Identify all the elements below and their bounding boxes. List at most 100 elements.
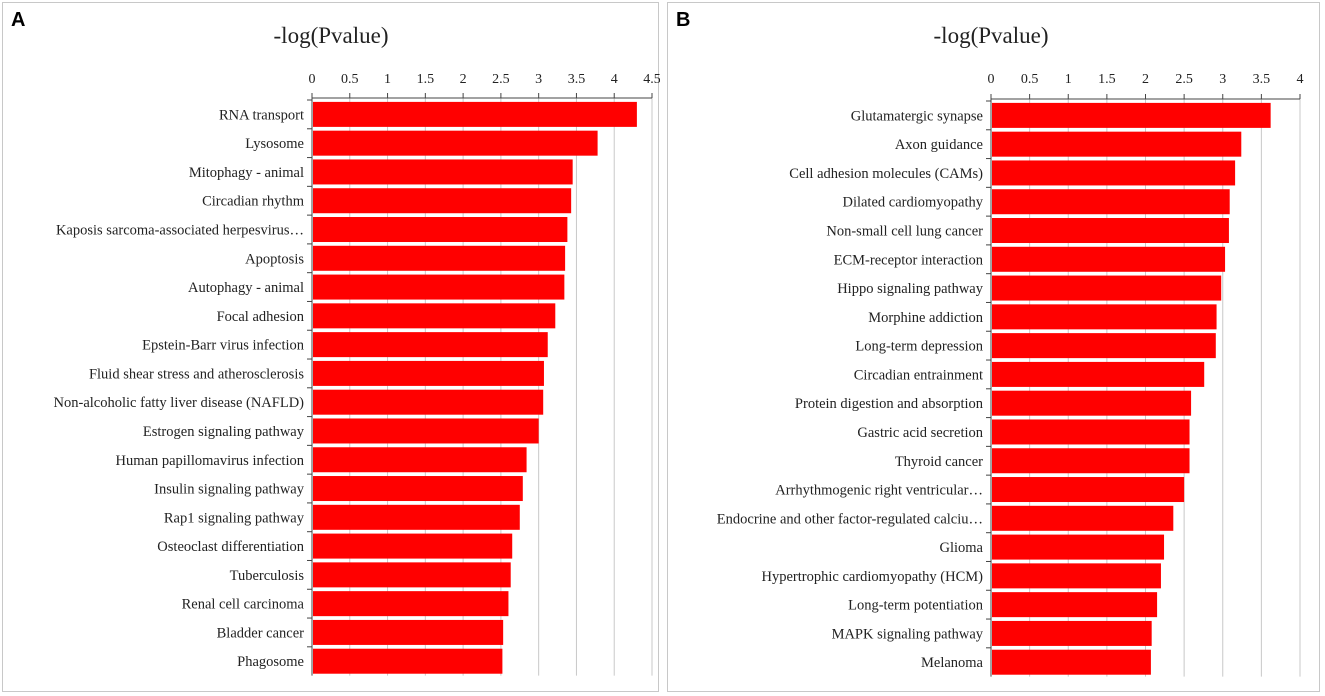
category-label: Insulin signaling pathway [154,482,305,498]
bar [992,275,1222,301]
bar [992,534,1165,560]
category-label: Osteoclast differentiation [157,539,304,555]
x-tick-label: 1.5 [1098,72,1116,87]
bar [992,448,1190,474]
category-label: Circadian rhythm [202,194,305,210]
x-tick-label: 2.5 [492,72,510,87]
x-tick-label: 4 [1297,72,1304,87]
bar [313,303,556,329]
category-label: MAPK signaling pathway [832,626,984,642]
category-label: Gastric acid secretion [857,425,983,441]
bar [313,217,568,243]
bar [313,159,573,185]
x-tick-label: 1 [384,72,391,87]
category-label: Mitophagy - animal [189,165,304,181]
category-label: Bladder cancer [217,625,305,641]
bar [992,649,1151,675]
bar [313,533,513,559]
category-label: Hippo signaling pathway [837,281,984,297]
category-label: ECM-receptor interaction [834,252,984,268]
category-label: Kaposis sarcoma-associated herpesvirus… [56,223,304,239]
x-tick-label: 0 [309,72,316,87]
x-tick-label: 3.5 [1253,72,1271,87]
bar [992,333,1216,359]
bar [313,274,565,300]
category-label: Glioma [940,540,984,556]
category-label: Endocrine and other factor-regulated cal… [717,511,983,527]
category-label: Phagosome [237,654,304,670]
bar [313,389,544,415]
bar [313,101,637,127]
category-label: Long-term depression [855,339,983,355]
chart-title: -log(Pvalue) [934,23,1049,48]
x-tick-label: 3.5 [568,72,586,87]
category-label: Lysosome [245,136,304,152]
panel-a: A -log(Pvalue) 0 0.5 1 1.5 2 2.5 3 3.5 4 4.5 RNA tr… [2,2,660,692]
x-tick-label: 0 [988,72,995,87]
bar [992,160,1236,186]
bar [992,218,1229,244]
category-label: Non-small cell lung cancer [826,224,983,240]
x-tick-label: 4.5 [643,72,660,87]
bar [992,477,1185,503]
x-tick-label: 2.5 [1175,72,1193,87]
bar [992,102,1271,128]
bar [313,245,566,271]
chart-b: -log(Pvalue) 0 0.5 1 1.5 2 2.5 3 3.5 4 Glutamaterg… [717,23,1304,677]
bar [992,189,1230,215]
panel-b: B -log(Pvalue) 0 0.5 1 1.5 2 2.5 3 3.5 4 Glutamate… [667,2,1320,692]
bar [313,504,520,530]
category-label: Axon guidance [895,137,983,153]
bar [313,332,548,358]
bar [992,592,1158,618]
category-label: Hypertrophic cardiomyopathy (HCM) [762,569,984,585]
x-tick-label: 0.5 [341,72,359,87]
category-label: Circadian entrainment [854,367,983,383]
x-tick-label: 3 [1219,72,1226,87]
bar [313,188,572,214]
chart-a: -log(Pvalue) 0 0.5 1 1.5 2 2.5 3 3.5 4 4.5 RNA tran… [54,23,660,676]
category-label: Morphine addiction [868,310,984,326]
x-tick-label: 0.5 [1021,72,1039,87]
bar [992,620,1152,646]
bar [992,505,1174,531]
category-label: Thyroid cancer [895,454,983,470]
bar [992,304,1217,330]
x-tick-label: 3 [535,72,542,87]
bar [992,131,1242,157]
category-label: Melanoma [921,655,984,671]
bar [992,361,1205,387]
category-label: RNA transport [219,107,304,123]
bar [313,418,539,444]
x-tick-label: 1.5 [417,72,435,87]
category-label: Cell adhesion molecules (CAMs) [789,166,983,182]
category-label: Apoptosis [245,251,304,267]
category-label: Rap1 signaling pathway [164,510,305,526]
category-label: Fluid shear stress and atherosclerosis [89,366,304,382]
category-label: Human papillomavirus infection [116,453,305,469]
panel-letter: B [676,9,691,31]
bar [313,648,503,674]
category-label: Estrogen signaling pathway [143,424,305,440]
panel-letter: A [11,9,26,31]
category-label: Autophagy - animal [188,280,304,296]
category-label: Dilated cardiomyopathy [842,195,983,211]
bar [313,562,511,588]
bar [992,419,1190,445]
category-label: Tuberculosis [230,568,305,584]
x-tick-label: 4 [611,72,618,87]
category-label: Focal adhesion [217,309,305,325]
chart-title: -log(Pvalue) [274,23,389,48]
bar [313,360,544,386]
category-label: Non-alcoholic fatty liver disease (NAFLD… [54,395,305,411]
bar [992,246,1226,272]
bar [313,619,504,645]
bar [313,447,527,473]
category-label: Epstein-Barr virus infection [142,338,305,354]
category-label: Arrhythmogenic right ventricular… [775,483,983,499]
x-tick-label: 2 [1142,72,1149,87]
category-label: Renal cell carcinoma [182,597,305,613]
category-label: Glutamatergic synapse [851,108,983,124]
x-tick-label: 2 [460,72,467,87]
bar [992,563,1161,589]
